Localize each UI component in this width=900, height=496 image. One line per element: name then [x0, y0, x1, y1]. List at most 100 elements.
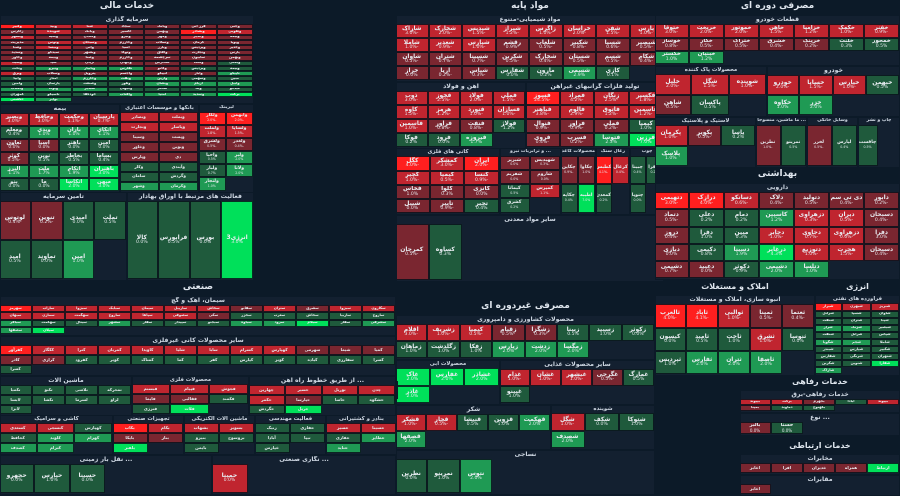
- heatmap-tile[interactable]: سخارس-0.9%: [144, 60, 181, 66]
- heatmap-tile[interactable]: بورس 0.0%: [189, 201, 222, 280]
- heatmap-tile[interactable]: شکربن -0.5%: [495, 52, 529, 67]
- heatmap-tile[interactable]: شکف 0.0%: [584, 413, 620, 431]
- heatmap-tile[interactable]: باهنر1.0%: [114, 443, 148, 454]
- heatmap-tile[interactable]: قهکمت 2.0%: [519, 414, 550, 432]
- heatmap-tile[interactable]: وبهمن-1.0%: [144, 29, 181, 35]
- heatmap-tile[interactable]: وبرق-3.5%: [1, 71, 36, 77]
- heatmap-tile[interactable]: آسیا 0.0%: [29, 139, 59, 153]
- heatmap-tile[interactable]: سیستم0.5%: [397, 398, 398, 399]
- heatmap-tile[interactable]: شسپا -0.6%: [596, 38, 630, 53]
- heatmap-tile[interactable]: تجیر 0.4%: [464, 199, 499, 214]
- heatmap-tile[interactable]: وحافظ -3.0%: [29, 113, 59, 127]
- heatmap-tile[interactable]: حپارس 1.0%: [34, 464, 70, 494]
- heatmap-tile[interactable]: فخاس 1.0%: [397, 184, 430, 200]
- heatmap-tile[interactable]: دتولید -0.5%: [794, 192, 829, 210]
- heatmap-tile[interactable]: وبانک-1.0%: [71, 29, 108, 35]
- heatmap-tile[interactable]: هرمز -1.2%: [427, 105, 460, 120]
- heatmap-tile[interactable]: شگویا2.0%: [816, 338, 843, 346]
- heatmap-tile[interactable]: شزنگ2.0%: [842, 324, 871, 332]
- heatmap-tile[interactable]: وبردیس0.4%: [180, 65, 217, 71]
- heatmap-tile[interactable]: لابسا0.0%: [1, 394, 32, 405]
- heatmap-tile[interactable]: فسوز -24.5%: [527, 91, 560, 106]
- heatmap-tile[interactable]: ککگاز-3.0%: [32, 345, 65, 355]
- heatmap-tile[interactable]: حکمر-0.5%: [250, 394, 285, 405]
- heatmap-tile[interactable]: پرداخت-0.5%: [397, 398, 398, 399]
- heatmap-tile[interactable]: واتی-1.0%: [71, 45, 108, 51]
- heatmap-tile[interactable]: وبهمن-0.9%: [216, 55, 253, 61]
- heatmap-tile[interactable]: ثالعرب -4.0%: [656, 304, 686, 328]
- heatmap-tile[interactable]: اخابر0.0%: [741, 463, 771, 474]
- heatmap-tile[interactable]: سبهان-0.3%: [1, 312, 32, 320]
- heatmap-tile[interactable]: کنسجی-0.2%: [36, 423, 75, 434]
- heatmap-tile[interactable]: فرز آتی-0.6%: [180, 24, 217, 30]
- heatmap-tile[interactable]: حپارسا0.0%: [284, 394, 322, 405]
- heatmap-tile[interactable]: ثپردیس 1.0%: [656, 350, 686, 375]
- heatmap-tile[interactable]: شاراک -3.0%: [397, 24, 429, 39]
- heatmap-tile[interactable]: بنیرو0.5%: [185, 433, 219, 444]
- heatmap-tile[interactable]: لسرما1.0%: [65, 394, 98, 405]
- heatmap-tile[interactable]: کفرود0.4%: [65, 354, 98, 365]
- heatmap-tile[interactable]: شجم2.0%: [842, 338, 871, 346]
- heatmap-tile[interactable]: لزاو0.9%: [98, 394, 131, 405]
- heatmap-tile[interactable]: خپارس -1.0%: [832, 75, 866, 96]
- heatmap-tile[interactable]: باهنر 0.0%: [59, 139, 89, 153]
- heatmap-tile[interactable]: کالا 0.0%: [128, 201, 158, 280]
- heatmap-tile[interactable]: ساربیل-0.6%: [164, 305, 197, 313]
- heatmap-tile[interactable]: امتیا2.0%: [144, 91, 181, 97]
- heatmap-tile[interactable]: رافزار0.5%: [397, 398, 398, 399]
- heatmap-tile[interactable]: کیماتا 0.5%: [501, 184, 530, 199]
- heatmap-tile[interactable]: آریا -0.2%: [428, 66, 462, 81]
- heatmap-tile[interactable]: دی تی سم -0.4%: [829, 192, 864, 210]
- heatmap-tile[interactable]: مدیریت-0.9%: [1, 39, 36, 45]
- heatmap-tile[interactable]: چافست 0.5%: [859, 124, 878, 166]
- heatmap-tile[interactable]: ذوب -3.0%: [397, 91, 428, 106]
- heatmap-tile[interactable]: کازی 0.1%: [596, 66, 630, 81]
- heatmap-tile[interactable]: لابزا1.0%: [1, 404, 32, 415]
- heatmap-tile[interactable]: کاسپین 1.2%: [759, 209, 794, 227]
- heatmap-tile[interactable]: دفرا 3.0%: [864, 226, 899, 244]
- heatmap-tile[interactable]: درازک -4.0%: [689, 192, 724, 210]
- heatmap-tile[interactable]: وگردش0.5%: [158, 171, 198, 182]
- heatmap-tile[interactable]: لوتوس -0.4%: [1, 201, 31, 241]
- heatmap-tile[interactable]: وتوکا-0.6%: [107, 50, 145, 56]
- heatmap-tile[interactable]: دروز -0.4%: [656, 226, 689, 244]
- heatmap-tile[interactable]: سباوه1.0%: [230, 319, 263, 327]
- heatmap-tile[interactable]: کوثر -0.5%: [1, 152, 29, 166]
- heatmap-tile[interactable]: شبصیر1.0%: [870, 324, 899, 332]
- heatmap-tile[interactable]: شاملا1.0%: [870, 338, 899, 346]
- heatmap-tile[interactable]: ثاخت 1.0%: [718, 327, 750, 351]
- heatmap-tile[interactable]: آریان-1.5%: [71, 60, 108, 66]
- heatmap-tile[interactable]: پاکسان 0.5%: [691, 94, 729, 116]
- heatmap-tile[interactable]: وتوکا2.1%: [35, 86, 72, 92]
- heatmap-tile[interactable]: پارس -1.0%: [629, 24, 663, 39]
- heatmap-tile[interactable]: فملی -1.5%: [492, 91, 525, 106]
- heatmap-tile[interactable]: وآیندی0.4%: [158, 161, 198, 172]
- heatmap-tile[interactable]: سهگمت-0.3%: [65, 312, 98, 320]
- heatmap-tile[interactable]: فکسیر -1.8%: [628, 91, 663, 106]
- heatmap-tile[interactable]: تاسیکو0.2%: [35, 91, 72, 97]
- heatmap-tile[interactable]: اخابر0.0%: [741, 484, 771, 495]
- heatmap-tile[interactable]: فولاد -2.0%: [460, 91, 493, 106]
- heatmap-tile[interactable]: خرینگ -0.2%: [794, 37, 829, 51]
- heatmap-tile[interactable]: وثخت0.4%: [1, 65, 36, 71]
- heatmap-tile[interactable]: وآبیا1.0%: [1, 76, 36, 82]
- heatmap-tile[interactable]: شبیل 0.0%: [397, 199, 430, 214]
- heatmap-tile[interactable]: فقالبی-0.9%: [170, 394, 209, 405]
- heatmap-tile[interactable]: حگردش1.0%: [250, 404, 285, 415]
- heatmap-tile[interactable]: خبنیان 1.2%: [689, 50, 724, 65]
- heatmap-tile[interactable]: کرازی-0.2%: [32, 354, 65, 365]
- heatmap-tile[interactable]: حریل1.0%: [284, 404, 322, 415]
- heatmap-tile[interactable]: وصنعت0.5%: [71, 81, 108, 87]
- heatmap-tile[interactable]: پلاسک 1.0%: [656, 145, 688, 167]
- heatmap-tile[interactable]: ثنوسا 0.0%: [782, 327, 814, 351]
- heatmap-tile[interactable]: حسیر-1.0%: [327, 423, 361, 434]
- heatmap-tile[interactable]: غبشهر -1.0%: [561, 369, 592, 387]
- heatmap-tile[interactable]: بوآبر3.2%: [35, 97, 72, 103]
- heatmap-tile[interactable]: شلعاب -0.5%: [529, 38, 563, 53]
- heatmap-tile[interactable]: کیمیا 1.0%: [628, 119, 663, 134]
- heatmap-tile[interactable]: کهپارس-1.7%: [263, 345, 296, 355]
- heatmap-tile[interactable]: شبریز-0.5%: [870, 303, 899, 311]
- heatmap-tile[interactable]: خودکفا0.2%: [71, 91, 108, 97]
- heatmap-tile[interactable]: خوساز -0.8%: [656, 37, 689, 51]
- heatmap-tile[interactable]: وبابیار1.0%: [71, 65, 108, 71]
